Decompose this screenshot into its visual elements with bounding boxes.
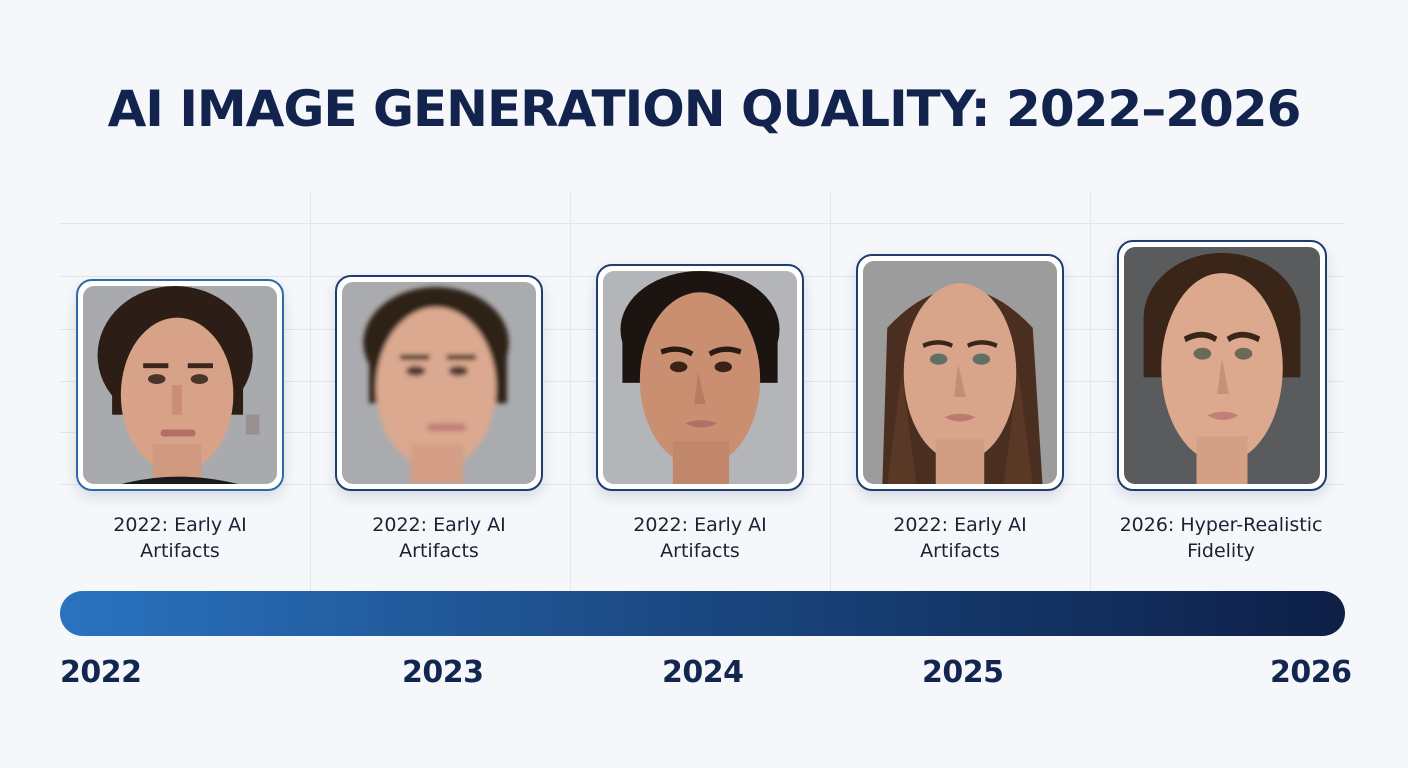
grid-line: [60, 223, 1345, 224]
caption-line: 2026: Hyper-Realistic: [1119, 514, 1323, 536]
stage-caption-4: 2022: Early AI Artifacts: [840, 512, 1080, 564]
year-label-2022: 2022: [60, 655, 142, 690]
portrait-card-2: [335, 275, 543, 491]
portrait-card-4: [856, 254, 1064, 491]
grid-divider: [830, 192, 831, 591]
year-label-2026: 2026: [1270, 655, 1352, 690]
caption-line: 2022: Early AI: [893, 514, 1027, 536]
stage-caption-1: 2022: Early AI Artifacts: [60, 512, 300, 564]
caption-line: 2022: Early AI: [633, 514, 767, 536]
portrait-image-blurry: [342, 282, 536, 484]
year-label-2024: 2024: [662, 655, 744, 690]
year-label-2025: 2025: [922, 655, 1004, 690]
stage-caption-2: 2022: Early AI Artifacts: [319, 512, 559, 564]
grid-divider: [310, 192, 311, 591]
portrait-card-5: [1117, 240, 1327, 491]
portrait-image-early-artifacts: [83, 286, 277, 484]
page-title: AI IMAGE GENERATION QUALITY: 2022–2026: [107, 80, 1302, 138]
caption-line: Artifacts: [140, 540, 220, 562]
year-label-2023: 2023: [402, 655, 484, 690]
portrait-image-sharper: [603, 271, 797, 484]
caption-line: Artifacts: [399, 540, 479, 562]
grid-divider: [570, 192, 571, 591]
caption-line: Artifacts: [920, 540, 1000, 562]
caption-line: Fidelity: [1187, 540, 1255, 562]
timeline-gradient-bar: [60, 591, 1345, 636]
portrait-image-photoreal: [863, 261, 1057, 484]
stage-caption-3: 2022: Early AI Artifacts: [580, 512, 820, 564]
grid-divider: [1090, 192, 1091, 591]
portrait-card-3: [596, 264, 804, 491]
stage-caption-5: 2026: Hyper-Realistic Fidelity: [1101, 512, 1341, 564]
caption-line: 2022: Early AI: [372, 514, 506, 536]
caption-line: 2022: Early AI: [113, 514, 247, 536]
portrait-image-hyper-realistic: [1124, 247, 1320, 484]
caption-line: Artifacts: [660, 540, 740, 562]
portrait-card-1: [76, 279, 284, 491]
